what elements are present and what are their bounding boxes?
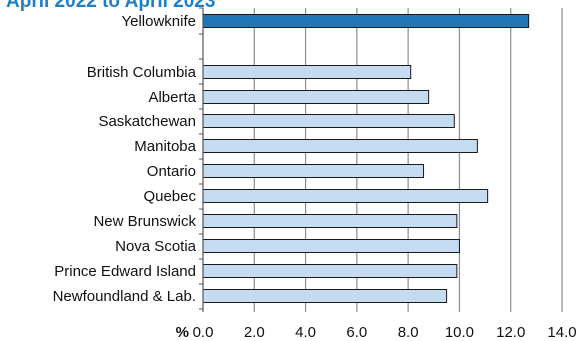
category-label-newfoundland-lab-: Newfoundland & Lab. bbox=[53, 288, 196, 305]
tick-labels: 0.0 2.0 4.0 6.0 8.0 10.0 12.0 14.0% bbox=[176, 324, 577, 341]
x-tick-label-3: 6.0 bbox=[346, 324, 367, 341]
x-tick-label-7: 14.0 bbox=[547, 324, 576, 341]
bar-newfoundland-lab- bbox=[202, 289, 448, 303]
bar-quebec bbox=[202, 189, 489, 203]
bar-alberta bbox=[202, 90, 430, 104]
axes bbox=[199, 7, 204, 312]
bars bbox=[202, 14, 530, 303]
bar-nova-scotia bbox=[202, 239, 460, 253]
x-tick-label-4: 8.0 bbox=[398, 324, 419, 341]
x-tick-label-6: 12.0 bbox=[496, 324, 525, 341]
category-labels: Yellowknife British Columbia Alberta Saskat… bbox=[53, 13, 197, 305]
category-label-prince-edward-island: Prince Edward Island bbox=[54, 263, 196, 280]
category-label-alberta: Alberta bbox=[148, 89, 196, 106]
bar-new-brunswick bbox=[202, 214, 458, 228]
bar-ontario bbox=[202, 164, 425, 178]
category-label-quebec: Quebec bbox=[143, 188, 196, 205]
x-tick-label-0: 0.0 bbox=[193, 324, 214, 341]
category-label-new-brunswick: New Brunswick bbox=[93, 213, 196, 230]
category-label-ontario: Ontario bbox=[147, 163, 196, 180]
category-label-nova-scotia: Nova Scotia bbox=[115, 238, 197, 255]
bar-yellowknife bbox=[202, 14, 530, 28]
x-axis-unit-label: % bbox=[176, 324, 189, 341]
bar-saskatchewan bbox=[202, 114, 455, 128]
category-label-yellowknife: Yellowknife bbox=[122, 13, 197, 30]
x-tick-label-5: 10.0 bbox=[445, 324, 474, 341]
x-tick-label-2: 4.0 bbox=[295, 324, 316, 341]
category-label-british-columbia: British Columbia bbox=[87, 64, 197, 81]
chart-title: April 2022 to April 2023 bbox=[6, 0, 216, 12]
x-tick-label-1: 2.0 bbox=[244, 324, 265, 341]
bar-british-columbia bbox=[202, 65, 412, 79]
gridlines bbox=[253, 8, 563, 312]
category-label-saskatchewan: Saskatchewan bbox=[98, 113, 196, 130]
category-label-manitoba: Manitoba bbox=[134, 138, 196, 155]
bar-manitoba bbox=[202, 139, 478, 153]
bar-prince-edward-island bbox=[202, 264, 458, 278]
